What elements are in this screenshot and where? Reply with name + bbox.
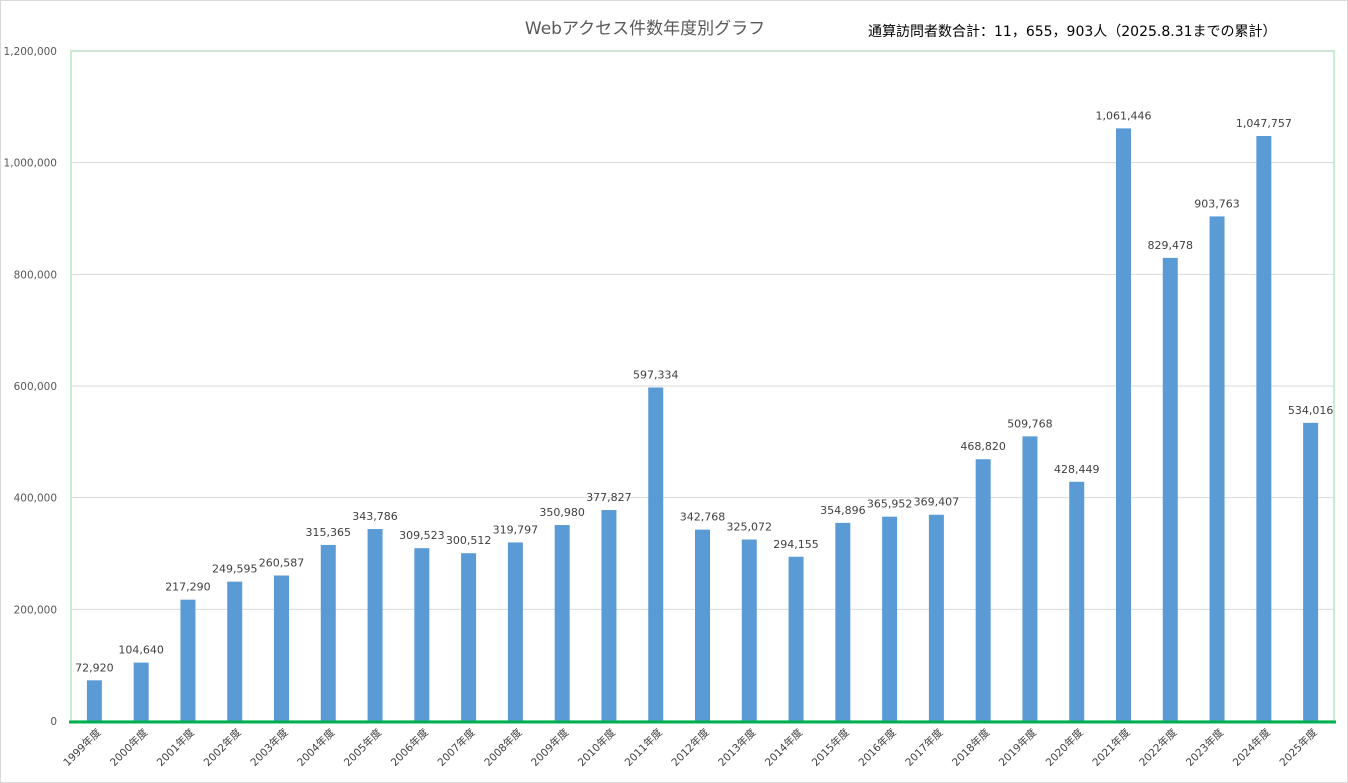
x-tick-label: 2006年度 bbox=[388, 726, 431, 769]
x-tick-label: 2011年度 bbox=[622, 726, 665, 769]
x-tick-label: 2000年度 bbox=[107, 726, 150, 769]
y-tick-label: 200,000 bbox=[14, 604, 57, 616]
x-tick-label: 2007年度 bbox=[435, 726, 478, 769]
x-tick-label: 2010年度 bbox=[575, 726, 618, 769]
y-tick-label: 800,000 bbox=[14, 269, 57, 281]
bar bbox=[554, 525, 570, 721]
bar bbox=[320, 544, 336, 721]
y-tick-label: 1,200,000 bbox=[4, 46, 57, 58]
data-label: 903,763 bbox=[1194, 197, 1240, 210]
data-label: 597,334 bbox=[633, 368, 679, 381]
y-tick-label: 600,000 bbox=[14, 381, 57, 393]
data-label: 369,407 bbox=[914, 496, 960, 509]
y-tick-label: 400,000 bbox=[14, 493, 57, 505]
x-tick-label: 2008年度 bbox=[482, 726, 525, 769]
x-tick-label: 2012年度 bbox=[669, 726, 712, 769]
bar bbox=[788, 556, 804, 721]
chart-title: Webアクセス件数年度別グラフ bbox=[524, 19, 766, 39]
bar bbox=[1303, 422, 1319, 721]
x-tick-label: 2009年度 bbox=[528, 726, 571, 769]
data-label: 300,512 bbox=[446, 534, 492, 547]
bar bbox=[1209, 216, 1225, 721]
bar bbox=[274, 575, 289, 721]
data-label: 319,797 bbox=[493, 523, 539, 536]
data-label: 309,523 bbox=[399, 529, 445, 542]
data-label: 365,952 bbox=[867, 498, 913, 511]
x-tick-label: 2023年度 bbox=[1183, 726, 1226, 769]
bar bbox=[882, 516, 898, 721]
bar bbox=[928, 514, 944, 721]
bar bbox=[86, 680, 102, 721]
x-tick-label: 2022年度 bbox=[1136, 726, 1179, 769]
bar bbox=[367, 529, 383, 721]
data-label: 428,449 bbox=[1054, 463, 1100, 476]
total-visitors-note: 通算訪問者数合計：11，655，903人（2025.8.31までの累計） bbox=[868, 24, 1277, 40]
data-label: 260,587 bbox=[259, 557, 305, 570]
data-label: 294,155 bbox=[773, 538, 819, 551]
x-tick-label: 2021年度 bbox=[1090, 726, 1133, 769]
x-tick-label: 2024年度 bbox=[1230, 726, 1273, 769]
x-tick-label: 2015年度 bbox=[809, 726, 852, 769]
bar bbox=[648, 387, 664, 721]
x-tick-label: 2017年度 bbox=[903, 726, 946, 769]
x-tick-label: 2003年度 bbox=[248, 726, 291, 769]
x-tick-label: 2019年度 bbox=[996, 726, 1039, 769]
bar bbox=[1116, 128, 1131, 721]
data-label: 829,478 bbox=[1148, 239, 1194, 252]
bar bbox=[741, 539, 757, 721]
x-tick-label: 2025年度 bbox=[1277, 726, 1320, 769]
bar bbox=[975, 459, 991, 721]
data-label: 325,072 bbox=[727, 521, 773, 534]
data-label: 1,047,757 bbox=[1236, 117, 1292, 130]
y-tick-label: 1,000,000 bbox=[4, 158, 57, 170]
bar bbox=[180, 599, 196, 721]
bar bbox=[1162, 257, 1178, 721]
x-tick-label: 2014年度 bbox=[762, 726, 805, 769]
x-tick-label: 2016年度 bbox=[856, 726, 899, 769]
y-tick-label: 0 bbox=[50, 716, 57, 728]
bar bbox=[227, 581, 243, 721]
x-tick-label: 2004年度 bbox=[294, 726, 337, 769]
bar bbox=[1022, 436, 1038, 721]
data-label: 377,827 bbox=[586, 491, 632, 504]
data-label: 72,920 bbox=[75, 661, 114, 674]
data-label: 354,896 bbox=[820, 504, 866, 517]
x-tick-label: 2002年度 bbox=[201, 726, 244, 769]
bar bbox=[461, 553, 477, 721]
data-label: 468,820 bbox=[960, 440, 1006, 453]
data-label: 104,640 bbox=[118, 644, 164, 657]
bar bbox=[695, 529, 710, 721]
bar bbox=[1069, 481, 1085, 721]
data-label: 350,980 bbox=[539, 506, 585, 519]
data-label: 249,595 bbox=[212, 563, 258, 576]
x-tick-label: 2005年度 bbox=[341, 726, 384, 769]
x-tick-label: 2001年度 bbox=[154, 726, 197, 769]
data-label: 315,365 bbox=[306, 526, 352, 539]
bar bbox=[835, 522, 851, 721]
x-tick-label: 2020年度 bbox=[1043, 726, 1086, 769]
bar bbox=[507, 542, 523, 721]
data-label: 509,768 bbox=[1007, 417, 1053, 430]
data-label: 343,786 bbox=[352, 510, 398, 523]
data-label: 1,061,446 bbox=[1096, 109, 1152, 122]
data-label: 342,768 bbox=[680, 511, 726, 524]
bar bbox=[1256, 136, 1272, 722]
x-tick-label: 1999年度 bbox=[61, 726, 104, 769]
x-tick-label: 2013年度 bbox=[715, 726, 758, 769]
bar bbox=[601, 510, 617, 721]
data-label: 217,290 bbox=[165, 581, 211, 594]
bar bbox=[133, 662, 149, 721]
x-tick-label: 2018年度 bbox=[949, 726, 992, 769]
bar bbox=[414, 548, 430, 721]
data-label: 534,016 bbox=[1288, 404, 1334, 417]
